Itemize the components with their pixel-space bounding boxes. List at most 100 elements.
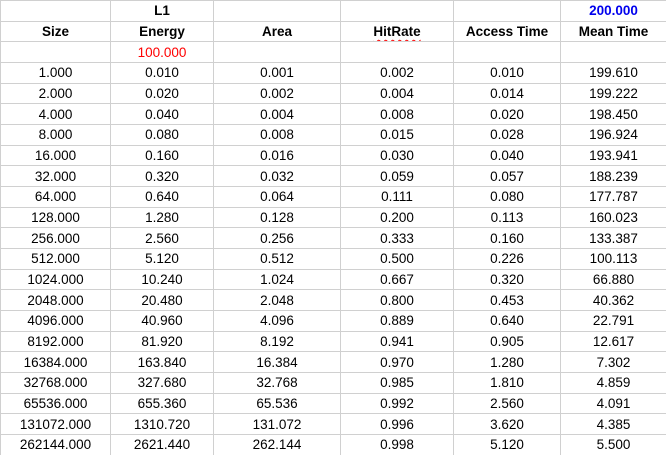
cell-mean-time-target[interactable]: 200.000	[560, 0, 666, 22]
cell-area[interactable]: 2.048	[213, 289, 341, 312]
header-area[interactable]: Area	[213, 20, 341, 43]
cell-mean-time[interactable]: 4.091	[560, 392, 666, 415]
cell-size[interactable]: 2048.000	[0, 289, 111, 312]
cell-size[interactable]: 512.000	[0, 248, 111, 270]
cell-empty[interactable]	[0, 0, 111, 22]
cell-size[interactable]: 8.000	[0, 124, 111, 146]
cell-size[interactable]: 32768.000	[0, 372, 111, 394]
cell-mean-time[interactable]: 133.387	[560, 227, 666, 250]
cell-mean-time[interactable]: 100.113	[560, 248, 666, 270]
cell-area[interactable]: 0.256	[213, 227, 341, 250]
cell-area[interactable]: 0.032	[213, 165, 341, 188]
cell-hitrate[interactable]: 0.998	[340, 434, 454, 455]
cell-energy[interactable]: 40.960	[110, 310, 214, 332]
cell-hitrate[interactable]: 0.200	[340, 206, 454, 229]
cell-area[interactable]: 0.004	[213, 103, 341, 126]
cell-hitrate[interactable]: 0.333	[340, 227, 454, 250]
cell-mean-time[interactable]: 199.610	[560, 62, 666, 84]
cell-size[interactable]: 65536.000	[0, 392, 111, 415]
cell-hitrate[interactable]: 0.111	[340, 186, 454, 208]
cell-energy[interactable]: 327.680	[110, 372, 214, 394]
cell-empty[interactable]	[340, 41, 454, 64]
cell-energy[interactable]: 2621.440	[110, 434, 214, 455]
cell-access-time[interactable]: 0.028	[453, 124, 561, 146]
cell-access-time[interactable]: 0.640	[453, 310, 561, 332]
cell-empty[interactable]	[213, 41, 341, 64]
cell-mean-time[interactable]: 160.023	[560, 206, 666, 229]
header-mean-time[interactable]: Mean Time	[560, 20, 666, 43]
cell-area[interactable]: 0.002	[213, 82, 341, 105]
cell-access-time[interactable]: 0.453	[453, 289, 561, 312]
cell-access-time[interactable]: 1.280	[453, 351, 561, 374]
cell-area[interactable]: 1.024	[213, 268, 341, 291]
cell-energy[interactable]: 2.560	[110, 227, 214, 250]
cell-hitrate[interactable]: 0.030	[340, 144, 454, 167]
cell-access-time[interactable]: 3.620	[453, 413, 561, 436]
cell-size[interactable]: 128.000	[0, 206, 111, 229]
cell-size[interactable]: 2.000	[0, 82, 111, 105]
cell-mean-time[interactable]: 198.450	[560, 103, 666, 126]
cell-size[interactable]: 16.000	[0, 144, 111, 167]
cell-access-time[interactable]: 0.320	[453, 268, 561, 291]
cell-empty[interactable]	[453, 0, 561, 22]
cell-group-label[interactable]: L1	[110, 0, 214, 22]
cell-size[interactable]: 1.000	[0, 62, 111, 84]
cell-energy[interactable]: 163.840	[110, 351, 214, 374]
header-access-time[interactable]: Access Time	[453, 20, 561, 43]
cell-hitrate[interactable]: 0.800	[340, 289, 454, 312]
cell-access-time[interactable]: 0.057	[453, 165, 561, 188]
cell-access-time[interactable]: 0.080	[453, 186, 561, 208]
cell-empty[interactable]	[213, 0, 341, 22]
cell-mean-time[interactable]: 4.385	[560, 413, 666, 436]
cell-energy[interactable]: 0.040	[110, 103, 214, 126]
cell-mean-time[interactable]: 5.500	[560, 434, 666, 455]
cell-hitrate[interactable]: 0.667	[340, 268, 454, 291]
cell-area[interactable]: 0.001	[213, 62, 341, 84]
cell-mean-time[interactable]: 7.302	[560, 351, 666, 374]
cell-hitrate[interactable]: 0.015	[340, 124, 454, 146]
cell-area[interactable]: 8.192	[213, 330, 341, 353]
cell-energy[interactable]: 655.360	[110, 392, 214, 415]
cell-energy[interactable]: 0.010	[110, 62, 214, 84]
cell-empty[interactable]	[560, 41, 666, 64]
cell-access-time[interactable]: 0.113	[453, 206, 561, 229]
cell-empty[interactable]	[0, 41, 111, 64]
cell-size[interactable]: 1024.000	[0, 268, 111, 291]
cell-mean-time[interactable]: 199.222	[560, 82, 666, 105]
cell-base-energy[interactable]: 100.000	[110, 41, 214, 64]
cell-access-time[interactable]: 0.040	[453, 144, 561, 167]
cell-hitrate[interactable]: 0.500	[340, 248, 454, 270]
cell-size[interactable]: 8192.000	[0, 330, 111, 353]
cell-energy[interactable]: 0.080	[110, 124, 214, 146]
cell-energy[interactable]: 1.280	[110, 206, 214, 229]
cell-energy[interactable]: 20.480	[110, 289, 214, 312]
cell-area[interactable]: 0.512	[213, 248, 341, 270]
cell-area[interactable]: 0.016	[213, 144, 341, 167]
cell-area[interactable]: 0.008	[213, 124, 341, 146]
cell-access-time[interactable]: 2.560	[453, 392, 561, 415]
cell-hitrate[interactable]: 0.992	[340, 392, 454, 415]
cell-area[interactable]: 32.768	[213, 372, 341, 394]
cell-hitrate[interactable]: 0.970	[340, 351, 454, 374]
cell-size[interactable]: 4.000	[0, 103, 111, 126]
cell-hitrate[interactable]: 0.941	[340, 330, 454, 353]
cell-access-time[interactable]: 5.120	[453, 434, 561, 455]
cell-mean-time[interactable]: 196.924	[560, 124, 666, 146]
cell-size[interactable]: 262144.000	[0, 434, 111, 455]
cell-area[interactable]: 262.144	[213, 434, 341, 455]
cell-area[interactable]: 0.064	[213, 186, 341, 208]
cell-energy[interactable]: 81.920	[110, 330, 214, 353]
cell-access-time[interactable]: 0.010	[453, 62, 561, 84]
cell-energy[interactable]: 0.320	[110, 165, 214, 188]
cell-energy[interactable]: 5.120	[110, 248, 214, 270]
cell-size[interactable]: 64.000	[0, 186, 111, 208]
cell-mean-time[interactable]: 193.941	[560, 144, 666, 167]
cell-access-time[interactable]: 0.014	[453, 82, 561, 105]
cell-empty[interactable]	[340, 0, 454, 22]
cell-hitrate[interactable]: 0.059	[340, 165, 454, 188]
cell-hitrate[interactable]: 0.985	[340, 372, 454, 394]
header-hitrate[interactable]: HitRate	[340, 20, 454, 43]
cell-size[interactable]: 16384.000	[0, 351, 111, 374]
cell-energy[interactable]: 1310.720	[110, 413, 214, 436]
cell-mean-time[interactable]: 40.362	[560, 289, 666, 312]
